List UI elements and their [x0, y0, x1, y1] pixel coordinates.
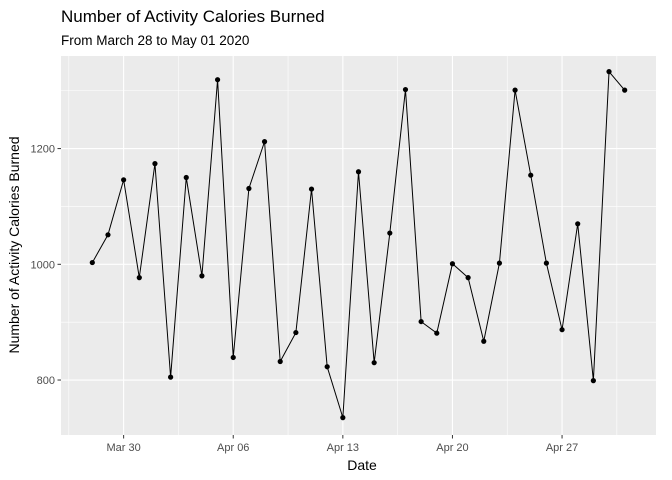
data-point	[418, 318, 424, 325]
data-point	[387, 230, 393, 236]
data-point	[371, 360, 377, 366]
data-point	[324, 364, 330, 370]
x-axis-title: Date	[347, 457, 377, 473]
data-point	[152, 161, 158, 167]
data-point	[590, 378, 596, 384]
plot-panel	[61, 56, 656, 435]
data-point	[512, 87, 518, 93]
minor-gridlines	[61, 56, 656, 435]
data-point	[340, 415, 346, 421]
data-point	[293, 329, 299, 336]
data-point	[355, 169, 362, 175]
data-point	[277, 358, 283, 365]
data-point	[575, 221, 581, 227]
x-tick-label: Apr 13	[327, 442, 359, 454]
major-gridlines	[61, 56, 656, 435]
data-point	[308, 186, 315, 192]
data-point	[449, 261, 456, 267]
data-point	[230, 354, 236, 361]
data-point	[543, 260, 549, 266]
y-axis: 800 1000 1200	[31, 144, 61, 387]
data-point	[168, 374, 174, 380]
data-point	[246, 185, 252, 192]
data-point	[622, 87, 628, 93]
data-point	[121, 177, 127, 183]
data-point	[496, 260, 503, 266]
data-point	[559, 327, 565, 333]
data-point	[465, 275, 471, 281]
data-points	[89, 69, 628, 421]
data-point	[183, 174, 189, 181]
data-point	[136, 275, 142, 281]
data-point	[606, 69, 612, 75]
x-tick-label: Apr 06	[217, 442, 249, 454]
y-tick-label: 1200	[31, 144, 55, 156]
data-point	[481, 338, 487, 344]
x-axis: Mar 30 Apr 06 Apr 13 Apr 20 Apr 27	[107, 435, 578, 454]
data-point	[434, 330, 440, 336]
y-tick-label: 1000	[31, 259, 55, 271]
data-point	[89, 259, 95, 266]
y-axis-title: Number of Activity Calories Burned	[6, 136, 22, 353]
chart-subtitle: From March 28 to May 01 2020	[61, 33, 249, 48]
data-point	[199, 273, 205, 279]
data-point	[261, 139, 268, 145]
data-point	[105, 232, 111, 238]
x-tick-label: Apr 20	[436, 442, 468, 454]
data-point	[402, 86, 409, 93]
x-tick-label: Mar 30	[107, 442, 141, 454]
data-point	[528, 172, 534, 178]
x-tick-label: Apr 27	[546, 442, 578, 454]
data-point	[214, 77, 221, 83]
chart-title: Number of Activity Calories Burned	[61, 7, 325, 26]
y-tick-label: 800	[37, 375, 55, 387]
